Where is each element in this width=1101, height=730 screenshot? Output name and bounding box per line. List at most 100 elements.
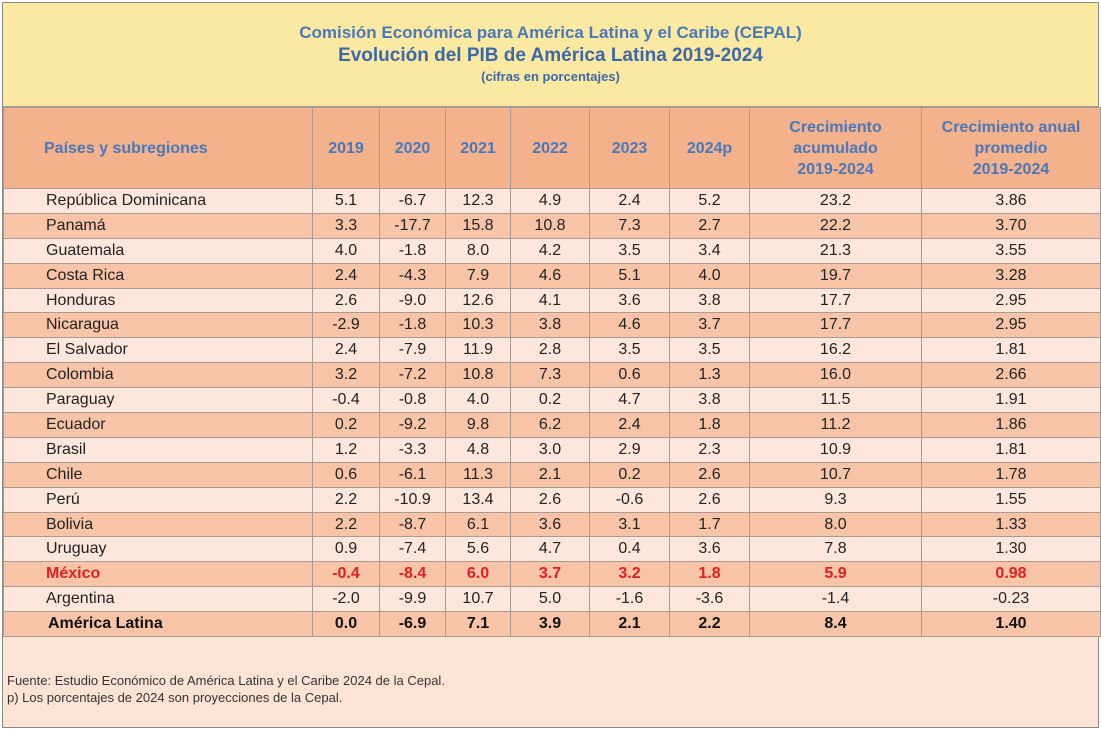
value-annual-average: 1.30 bbox=[921, 536, 1101, 563]
country-name: Chile bbox=[3, 461, 313, 488]
value-2022: 7.3 bbox=[510, 362, 590, 389]
value-cumulative: 17.7 bbox=[749, 312, 922, 339]
value-2019: 1.2 bbox=[312, 436, 380, 463]
value-2019: -2.9 bbox=[312, 312, 380, 339]
country-name: Nicaragua bbox=[3, 312, 313, 339]
value-2024p: 4.0 bbox=[669, 262, 750, 289]
value-2021: 10.8 bbox=[445, 362, 511, 389]
value-2019: 5.1 bbox=[312, 188, 380, 214]
average-header-line3: 2019-2024 bbox=[972, 160, 1050, 178]
value-2020: -4.3 bbox=[379, 262, 446, 289]
column-header-2023: 2023 bbox=[589, 107, 670, 189]
column-header-2022: 2022 bbox=[510, 107, 590, 189]
value-2024p: 1.8 bbox=[669, 561, 750, 588]
value-2020: -7.4 bbox=[379, 536, 446, 563]
value-2019: 3.3 bbox=[312, 212, 380, 239]
value-2024p: 1.7 bbox=[669, 511, 750, 538]
value-2022: 2.8 bbox=[510, 337, 590, 364]
value-2024p: 3.6 bbox=[669, 536, 750, 563]
value-2021: 13.4 bbox=[445, 486, 511, 513]
value-2023: 4.6 bbox=[589, 312, 670, 339]
value-2020: -9.0 bbox=[379, 287, 446, 314]
value-2019: 2.4 bbox=[312, 337, 380, 364]
value-2024p: 5.2 bbox=[669, 188, 750, 214]
table-row: Perú 2.2 -10.9 13.4 2.6 -0.6 2.6 9.3 1.55 bbox=[3, 486, 1101, 513]
column-header-cumulative: Crecimiento acumulado 2019-2024 bbox=[749, 107, 922, 189]
value-2024p: 3.7 bbox=[669, 312, 750, 339]
value-2019: -2.0 bbox=[312, 586, 380, 613]
source-note: Fuente: Estudio Económico de América Lat… bbox=[7, 673, 445, 688]
table-row: Paraguay -0.4 -0.8 4.0 0.2 4.7 3.8 11.5 1.91 bbox=[3, 387, 1101, 414]
gdp-table: Países y subregiones 2019 2020 2021 2022… bbox=[3, 107, 1101, 638]
value-2023: 5.1 bbox=[589, 262, 670, 289]
value-2021: 11.3 bbox=[445, 461, 511, 488]
value-annual-average: 1.78 bbox=[921, 461, 1101, 488]
value-2020: -9.2 bbox=[379, 412, 446, 438]
table-row: Costa Rica 2.4 -4.3 7.9 4.6 5.1 4.0 19.7 3.28 bbox=[3, 262, 1101, 289]
value-2020: -8.4 bbox=[379, 561, 446, 588]
value-2022: 4.6 bbox=[510, 262, 590, 289]
value-2020: -9.9 bbox=[379, 586, 446, 613]
value-2022: 3.8 bbox=[510, 312, 590, 339]
value-2019: 0.6 bbox=[312, 461, 380, 488]
value-2020: -1.8 bbox=[379, 312, 446, 339]
value-2022: 3.6 bbox=[510, 511, 590, 538]
country-name: Uruguay bbox=[3, 536, 313, 563]
table-row: Bolivia 2.2 -8.7 6.1 3.6 3.1 1.7 8.0 1.33 bbox=[3, 511, 1101, 538]
value-2020: -3.3 bbox=[379, 436, 446, 463]
value-cumulative: 9.3 bbox=[749, 486, 922, 513]
value-2023: 3.2 bbox=[589, 561, 670, 588]
country-name: Costa Rica bbox=[3, 262, 313, 289]
value-2021: 10.7 bbox=[445, 586, 511, 613]
value-2022: 3.7 bbox=[510, 561, 590, 588]
value-2022: 4.7 bbox=[510, 536, 590, 563]
value-2024p: 3.4 bbox=[669, 237, 750, 264]
country-name: Ecuador bbox=[3, 412, 313, 438]
value-2020: -6.7 bbox=[379, 188, 446, 214]
value-2021: 11.9 bbox=[445, 337, 511, 364]
table-row: Chile 0.6 -6.1 11.3 2.1 0.2 2.6 10.7 1.78 bbox=[3, 461, 1101, 488]
table-subtitle: (cifras en porcentajes) bbox=[481, 69, 620, 84]
value-2024p: 2.3 bbox=[669, 436, 750, 463]
value-cumulative: 5.9 bbox=[749, 561, 922, 588]
value-2023: 0.2 bbox=[589, 461, 670, 488]
value-2024p: 2.6 bbox=[669, 461, 750, 488]
value-2022: 3.0 bbox=[510, 436, 590, 463]
value-2020: -7.9 bbox=[379, 337, 446, 364]
value-2023: 3.5 bbox=[589, 337, 670, 364]
value-cumulative: 7.8 bbox=[749, 536, 922, 563]
value-2021: 6.1 bbox=[445, 511, 511, 538]
organization-title: Comisión Económica para América Latina y… bbox=[299, 23, 802, 42]
value-cumulative: 17.7 bbox=[749, 287, 922, 314]
value-2022: 0.2 bbox=[510, 387, 590, 414]
value-annual-average: 1.81 bbox=[921, 337, 1101, 364]
value-cumulative: 22.2 bbox=[749, 212, 922, 239]
value-annual-average: 1.33 bbox=[921, 511, 1101, 538]
value-2024p: 3.8 bbox=[669, 387, 750, 414]
value-annual-average: 2.66 bbox=[921, 362, 1101, 389]
value-2021: 7.1 bbox=[445, 611, 511, 638]
value-2019: 0.2 bbox=[312, 412, 380, 438]
value-2023: 2.9 bbox=[589, 436, 670, 463]
country-name: Paraguay bbox=[3, 387, 313, 414]
value-2024p: 3.5 bbox=[669, 337, 750, 364]
value-2023: 2.4 bbox=[589, 188, 670, 214]
table-row: México -0.4 -8.4 6.0 3.7 3.2 1.8 5.9 0.98 bbox=[3, 561, 1101, 588]
value-cumulative: 10.7 bbox=[749, 461, 922, 488]
value-2023: 2.1 bbox=[589, 611, 670, 638]
country-name: Bolivia bbox=[3, 511, 313, 538]
table-row: Guatemala 4.0 -1.8 8.0 4.2 3.5 3.4 21.3 3.55 bbox=[3, 237, 1101, 264]
value-annual-average: 1.86 bbox=[921, 412, 1101, 438]
column-header-2019: 2019 bbox=[312, 107, 380, 189]
table-body: República Dominicana 5.1 -6.7 12.3 4.9 2.4 5.2… bbox=[3, 188, 1101, 638]
country-name: Colombia bbox=[3, 362, 313, 389]
value-2022: 4.1 bbox=[510, 287, 590, 314]
value-2021: 15.8 bbox=[445, 212, 511, 239]
column-header-2021: 2021 bbox=[445, 107, 511, 189]
value-annual-average: 1.81 bbox=[921, 436, 1101, 463]
table-row: República Dominicana 5.1 -6.7 12.3 4.9 2.4 5.2… bbox=[3, 188, 1101, 214]
value-2023: 2.4 bbox=[589, 412, 670, 438]
value-2023: 3.1 bbox=[589, 511, 670, 538]
average-header-line2: promedio bbox=[974, 139, 1048, 157]
